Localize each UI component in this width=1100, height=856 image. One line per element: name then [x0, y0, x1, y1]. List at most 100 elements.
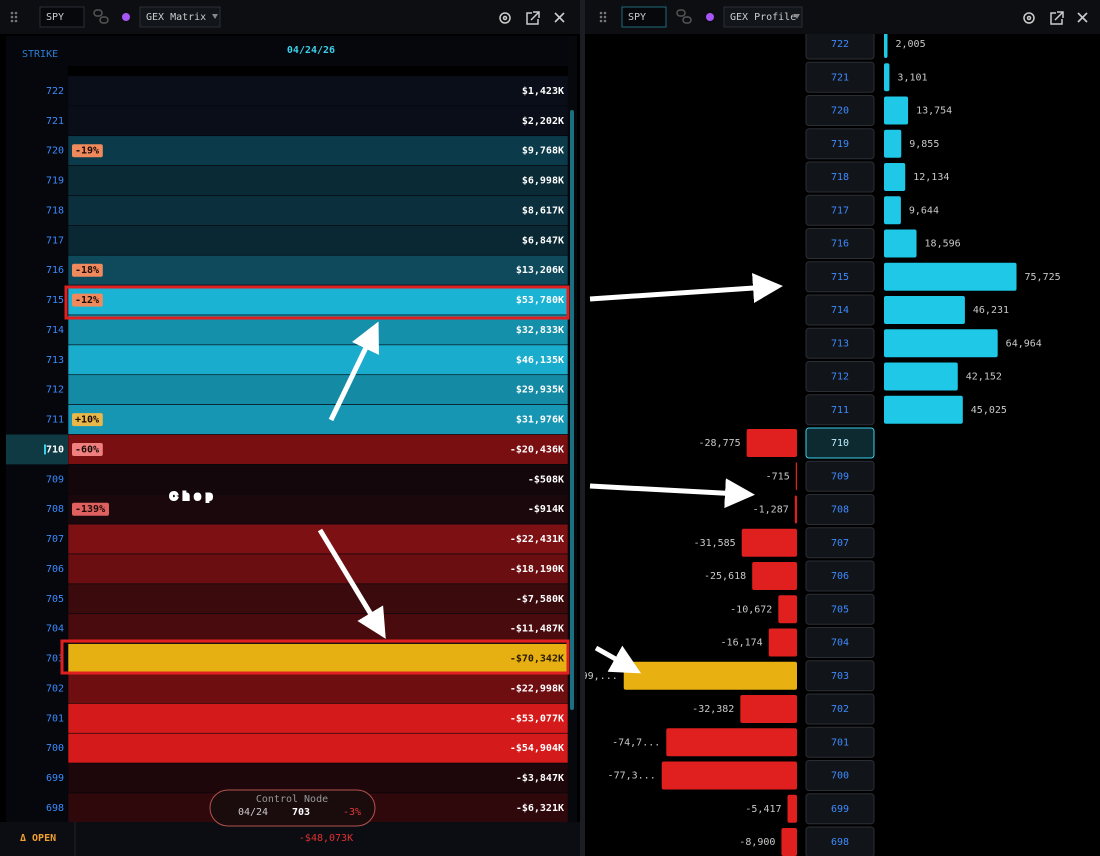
bar-label: 2,005 [896, 39, 926, 50]
bar [661, 761, 797, 790]
strike: 709 [831, 471, 849, 482]
symbol-box[interactable] [39, 6, 85, 28]
gex-value: $32,833K [516, 325, 564, 336]
column-header [6, 36, 568, 66]
gex-value: -$6,321K [516, 803, 564, 814]
highlight-box [64, 285, 570, 320]
gex-value: -$18,190K [510, 564, 564, 575]
strike: 710 [831, 438, 849, 449]
strike: 719 [46, 176, 64, 187]
badge [72, 502, 109, 516]
bar-label: -10,672 [730, 604, 772, 615]
badge-text: +10% [75, 415, 99, 426]
bar [884, 395, 963, 424]
color-dot [122, 13, 130, 21]
bar [884, 63, 890, 92]
control-node-strike: 703 [292, 807, 310, 818]
strike: 718 [831, 172, 849, 183]
gex-value: $8,617K [522, 205, 564, 216]
symbol: SPY [46, 12, 64, 23]
matrix-cell [67, 344, 569, 376]
bar [884, 296, 965, 324]
strike-box [805, 327, 875, 359]
gex-value: -$22,998K [510, 683, 564, 694]
dropdown-arrow [794, 14, 800, 19]
badge [72, 413, 103, 427]
bar-label: 42,152 [966, 372, 1002, 383]
gex-value: $6,847K [522, 235, 564, 246]
bar-label: -28,775 [698, 438, 740, 449]
bar-label: -77,3... [608, 771, 656, 782]
symbol-box[interactable] [621, 6, 667, 28]
strike: 702 [46, 683, 64, 694]
strike-box [805, 494, 875, 525]
handwritten-note: Chop [170, 492, 218, 503]
badge [72, 442, 103, 456]
strike: 716 [46, 265, 64, 276]
strike: 704 [831, 638, 849, 649]
scrollbar-thumb[interactable] [570, 110, 574, 710]
strike: 706 [831, 571, 849, 582]
right-header [585, 0, 1100, 34]
strike: 722 [46, 86, 64, 97]
control-node-title: Control Node [256, 794, 328, 805]
strike: 721 [46, 116, 64, 127]
bar [746, 429, 797, 457]
bar [795, 462, 797, 491]
strike: 703 [46, 654, 64, 665]
settings-icon[interactable] [499, 12, 511, 24]
gex-value: -$11,487K [510, 624, 564, 635]
bar-label: 3,101 [897, 72, 927, 83]
strike: 716 [831, 239, 849, 250]
link-icon[interactable] [676, 9, 692, 24]
control-node-change: -3% [343, 807, 361, 818]
drag-handle[interactable] [599, 11, 607, 23]
close-icon[interactable] [554, 12, 565, 23]
matrix-cell [67, 643, 569, 674]
badge [72, 144, 103, 158]
strike: 703 [831, 671, 849, 682]
bar [794, 495, 797, 524]
badge [72, 293, 103, 307]
arrows [317, 273, 783, 674]
bar-label: 9,855 [909, 139, 939, 150]
popout-icon[interactable] [526, 11, 540, 25]
matrix-cell [67, 195, 569, 226]
bar [778, 595, 797, 624]
strike-box [805, 726, 875, 758]
drag-handle[interactable] [10, 11, 18, 23]
strike: 711 [46, 415, 64, 426]
strike: 700 [831, 771, 849, 782]
strike: 718 [46, 205, 64, 216]
view-select[interactable] [723, 6, 803, 28]
strike: 705 [831, 604, 849, 615]
bar [741, 528, 797, 557]
strike: 713 [831, 338, 849, 349]
strike: 717 [831, 205, 849, 216]
badge-text: -18% [75, 265, 99, 276]
gex-value: $46,135K [516, 355, 564, 366]
bar-label: 12,134 [913, 172, 949, 183]
matrix-cell [67, 732, 569, 764]
strike: 709 [46, 474, 64, 485]
close-icon[interactable] [1077, 12, 1088, 23]
strike-box [805, 128, 875, 160]
bar [884, 196, 901, 225]
gex-value: $29,935K [516, 385, 564, 396]
panel-divider[interactable] [580, 0, 585, 856]
strike-box [805, 95, 875, 126]
view-select[interactable] [139, 6, 221, 28]
bar-label: 46,231 [973, 305, 1009, 316]
bar [884, 34, 888, 58]
strike: 715 [831, 272, 849, 283]
matrix: 722 $1,423K 721 $2,202K 720 $9,768K -19% 719 $6,… [6, 75, 569, 824]
bar-label: -5,417 [745, 804, 781, 815]
settings-icon[interactable] [1023, 12, 1035, 24]
strike-box [805, 427, 875, 459]
matrix-cell [67, 75, 569, 107]
popout-icon[interactable] [1050, 11, 1064, 25]
strike: 708 [46, 504, 64, 515]
link-icon[interactable] [93, 9, 109, 24]
gex-value: $31,976K [516, 415, 564, 426]
strike-box [805, 627, 875, 658]
